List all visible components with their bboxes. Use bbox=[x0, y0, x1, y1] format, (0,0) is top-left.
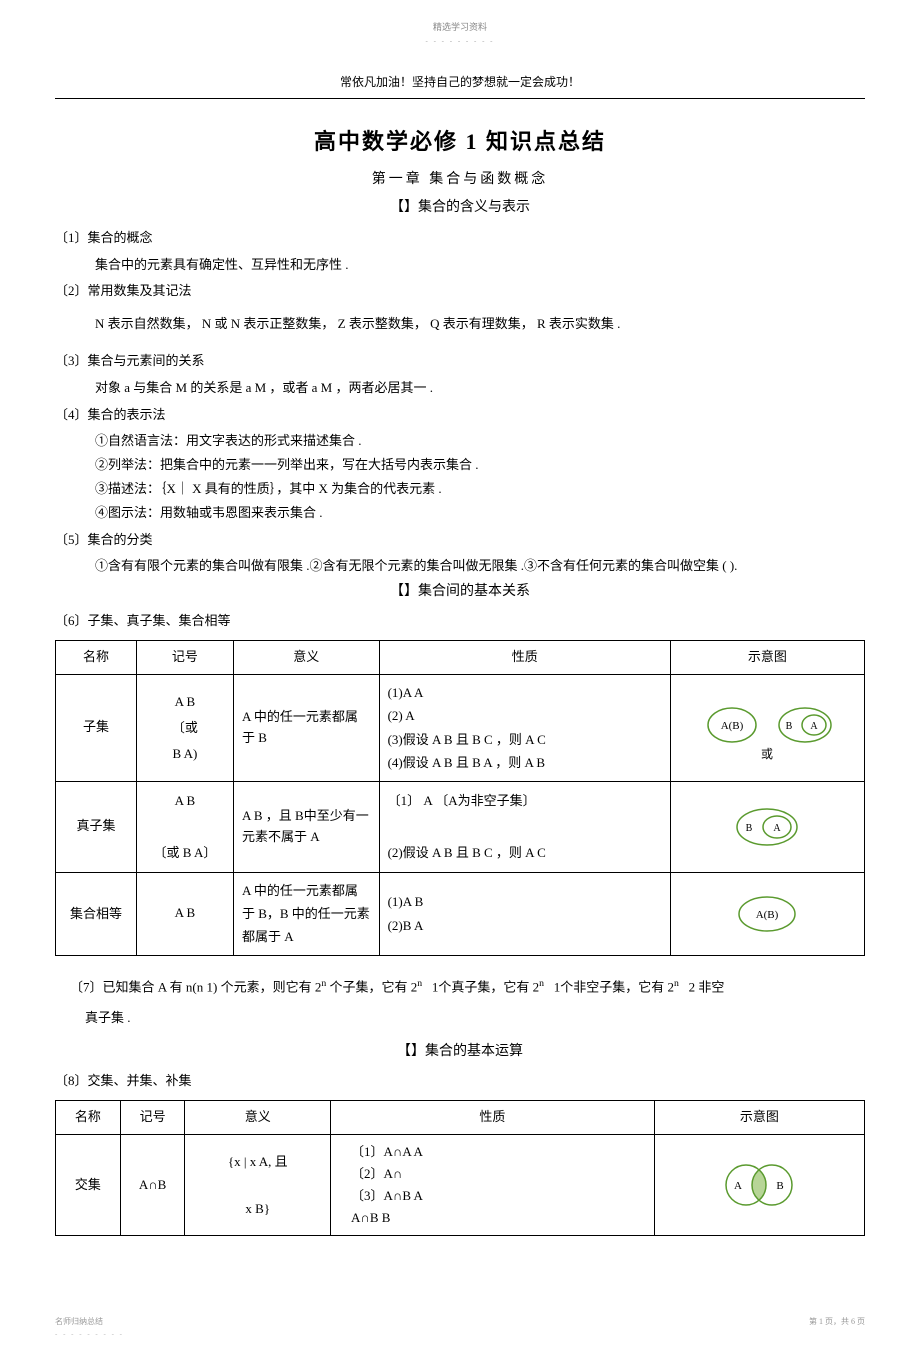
venn-intersection-icon: A B bbox=[704, 1157, 814, 1212]
footer-left: 名师归纳总结 bbox=[55, 1316, 124, 1329]
item-2-sub: N 表示自然数集， N 或 N 表示正整数集， Z 表示整数集， Q 表示有理数… bbox=[95, 314, 865, 335]
t2r0-sign: A∩B bbox=[120, 1134, 185, 1235]
table-row: 真子集 A B 〔或 B A〕 A B ，且 B中至少有一元素不属于 A 〔1〕… bbox=[56, 781, 865, 872]
t1r2-diagram: A(B) bbox=[670, 872, 864, 955]
item-2: 〔2〕常用数集及其记法 bbox=[55, 281, 865, 302]
t1r0-diagram: A(B) B A 或 bbox=[670, 675, 864, 782]
header-rule bbox=[55, 98, 865, 99]
t1r1-name: 真子集 bbox=[56, 781, 137, 872]
chapter-title: 第一章 集合与函数概念 bbox=[55, 169, 865, 191]
t2r0-diagram: A B bbox=[654, 1134, 864, 1235]
svg-text:A: A bbox=[811, 721, 819, 732]
svg-text:A(B): A(B) bbox=[721, 720, 744, 732]
t1-h4: 示意图 bbox=[670, 641, 864, 675]
table-row: 集合相等 A B A 中的任一元素都属于 B，B 中的任一元素都属于 A (1)… bbox=[56, 872, 865, 955]
item-5-sub: ①含有有限个元素的集合叫做有限集 .②含有无限个元素的集合叫做无限集 .③不含有… bbox=[95, 556, 865, 577]
item-1-sub: 集合中的元素具有确定性、互异性和无序性 . bbox=[95, 255, 865, 276]
t1r1-meaning: A B ，且 B中至少有一元素不属于 A bbox=[233, 781, 379, 872]
t2-h2: 意义 bbox=[185, 1100, 331, 1134]
t1-h2: 意义 bbox=[233, 641, 379, 675]
t1-h1: 记号 bbox=[136, 641, 233, 675]
svg-text:A: A bbox=[774, 823, 782, 834]
venn-proper-subset-icon: B A bbox=[717, 802, 817, 852]
operations-table: 名称 记号 意义 性质 示意图 交集 A∩B {x | x A, 且 x B} … bbox=[55, 1100, 865, 1236]
svg-text:A(B): A(B) bbox=[756, 909, 779, 921]
item-4b: ②列举法：把集合中的元素一一列举出来，写在大括号内表示集合 . bbox=[95, 455, 865, 476]
t1r2-prop: (1)A B (2)B A bbox=[379, 872, 670, 955]
t2-h0: 名称 bbox=[56, 1100, 121, 1134]
item-3: 〔3〕集合与元素间的关系 bbox=[55, 351, 865, 372]
svg-text:B: B bbox=[777, 1180, 784, 1192]
t1r2-name: 集合相等 bbox=[56, 872, 137, 955]
top-dots: - - - - - - - - - bbox=[55, 36, 865, 47]
motto: 常依凡加油！坚持自己的梦想就一定会成功！ bbox=[55, 73, 865, 92]
section-3-title: 【】集合的基本运算 bbox=[55, 1041, 865, 1063]
footer-right: 第 1 页，共 6 页 bbox=[809, 1316, 865, 1340]
t1r1-diagram: B A bbox=[670, 781, 864, 872]
item-3-sub: 对象 a 与集合 M 的关系是 a M ，或者 a M ，两者必居其一 . bbox=[95, 378, 865, 399]
page-title: 高中数学必修 1 知识点总结 bbox=[55, 124, 865, 159]
item-6: 〔6〕子集、真子集、集合相等 bbox=[55, 611, 865, 632]
t2r0-prop: 〔1〕A∩A A 〔2〕A∩ 〔3〕A∩B A A∩B B bbox=[331, 1134, 655, 1235]
item-4d: ④图示法：用数轴或韦恩图来表示集合 . bbox=[95, 503, 865, 524]
item-1: 〔1〕集合的概念 bbox=[55, 228, 865, 249]
t2-h4: 示意图 bbox=[654, 1100, 864, 1134]
item-4c: ③描述法：｛X｜ X 具有的性质｝，其中 X 为集合的代表元素 . bbox=[95, 479, 865, 500]
venn-equal-icon: A(B) bbox=[717, 889, 817, 939]
item-7-end: 真子集 . bbox=[85, 1008, 865, 1029]
t1r0-meaning: A 中的任一元素都属于 B bbox=[233, 675, 379, 782]
t2-h1: 记号 bbox=[120, 1100, 185, 1134]
svg-text:A: A bbox=[734, 1180, 742, 1192]
page-footer: 名师归纳总结 - - - - - - - - - 第 1 页，共 6 页 bbox=[55, 1316, 865, 1340]
svg-text:B: B bbox=[786, 721, 793, 732]
top-header-small: 精选学习资料 bbox=[55, 20, 865, 34]
svg-text:或: 或 bbox=[761, 747, 773, 761]
table-row: 子集 A B 〔或 B A) A 中的任一元素都属于 B (1)A A (2) … bbox=[56, 675, 865, 782]
t2r0-meaning: {x | x A, 且 x B} bbox=[185, 1134, 331, 1235]
t1r1-sign: A B 〔或 B A〕 bbox=[136, 781, 233, 872]
t1r0-sign: A B 〔或 B A) bbox=[136, 675, 233, 782]
t1r0-prop: (1)A A (2) A (3)假设 A B 且 B C ，则 A C (4)假… bbox=[379, 675, 670, 782]
footer-dots: - - - - - - - - - bbox=[55, 1329, 124, 1340]
item-5: 〔5〕集合的分类 bbox=[55, 530, 865, 551]
item-7: 〔7〕已知集合 A 有 n(n 1) 个元素，则它有 2n 个子集，它有 2n … bbox=[55, 976, 865, 998]
item-4: 〔4〕集合的表示法 bbox=[55, 405, 865, 426]
t2r0-name: 交集 bbox=[56, 1134, 121, 1235]
relations-table: 名称 记号 意义 性质 示意图 子集 A B 〔或 B A) A 中的任一元素都… bbox=[55, 640, 865, 956]
venn-subset-icon: A(B) B A 或 bbox=[692, 693, 842, 763]
t1-h3: 性质 bbox=[379, 641, 670, 675]
t2-h3: 性质 bbox=[331, 1100, 655, 1134]
t1r1-prop: 〔1〕 A 〔A为非空子集〕 (2)假设 A B 且 B C ，则 A C bbox=[379, 781, 670, 872]
t1r2-sign: A B bbox=[136, 872, 233, 955]
section-2-title: 【】集合间的基本关系 bbox=[55, 581, 865, 603]
t1r2-meaning: A 中的任一元素都属于 B，B 中的任一元素都属于 A bbox=[233, 872, 379, 955]
section-1-title: 【】集合的含义与表示 bbox=[55, 197, 865, 219]
item-8: 〔8〕交集、并集、补集 bbox=[55, 1071, 865, 1092]
t1r0-name: 子集 bbox=[56, 675, 137, 782]
t1-h0: 名称 bbox=[56, 641, 137, 675]
svg-text:B: B bbox=[746, 823, 753, 834]
item-4a: ①自然语言法：用文字表达的形式来描述集合 . bbox=[95, 431, 865, 452]
table-row: 交集 A∩B {x | x A, 且 x B} 〔1〕A∩A A 〔2〕A∩ 〔… bbox=[56, 1134, 865, 1235]
